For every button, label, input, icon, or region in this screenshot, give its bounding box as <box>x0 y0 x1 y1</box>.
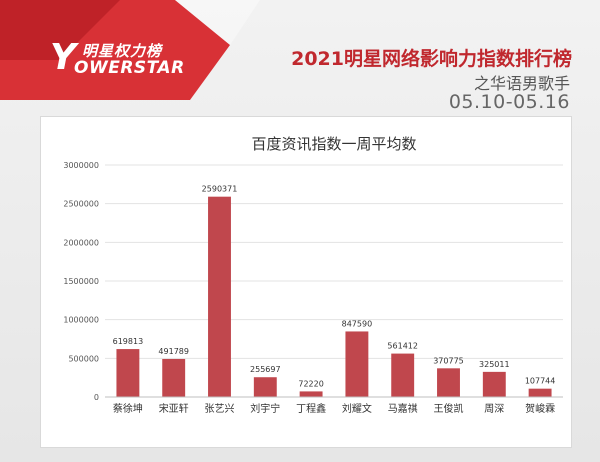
x-tick-label: 丁程鑫 <box>296 402 326 415</box>
data-label: 847590 <box>342 319 373 328</box>
y-tick-label: 0 <box>94 393 99 402</box>
brand-logo: Y 明星权力榜 OWERSTAR <box>46 38 196 84</box>
data-label: 325011 <box>479 360 510 369</box>
data-label: 561412 <box>387 342 418 351</box>
bar-3 <box>208 196 231 397</box>
x-tick-label: 贺峻霖 <box>525 402 555 415</box>
bar-4 <box>253 377 277 397</box>
x-tick-label: 周深 <box>484 403 504 415</box>
bar-chart: 百度资讯指数一周平均数 0 500000 1000000 1500000 2000000 2… <box>63 135 563 415</box>
data-label: 2590371 <box>202 185 238 194</box>
chart-card: 百度资讯指数一周平均数 0 500000 1000000 1500000 2000000 2… <box>40 116 572 448</box>
x-tick-label: 张艺兴 <box>205 403 235 415</box>
x-tick-label: 刘宇宁 <box>250 402 280 415</box>
logo-english-text: OWERSTAR <box>74 58 185 78</box>
y-tick-label: 2000000 <box>63 238 99 247</box>
bar-5 <box>299 391 323 397</box>
bar-8 <box>437 368 460 397</box>
data-label: 72220 <box>298 379 323 388</box>
y-tick-label: 3000000 <box>63 161 99 170</box>
bar-6 <box>345 331 369 397</box>
data-label: 619813 <box>113 337 144 346</box>
y-tick-label: 2500000 <box>63 200 99 209</box>
y-tick-label: 500000 <box>68 354 99 363</box>
x-tick-label: 蔡徐坤 <box>113 402 143 415</box>
data-label: 107744 <box>525 377 556 386</box>
bar-7 <box>391 353 415 397</box>
data-label: 370775 <box>433 356 464 365</box>
bar-1 <box>116 349 140 397</box>
bar-2 <box>162 358 186 397</box>
data-label: 491789 <box>158 347 189 356</box>
page-title: 2021明星网络影响力指数排行榜 <box>291 48 572 70</box>
y-tick-label: 1000000 <box>63 316 99 325</box>
x-tick-label: 宋亚轩 <box>159 402 189 415</box>
page-subtitle: 之华语男歌手 <box>473 74 570 93</box>
logo-chinese-text: 明星权力榜 <box>82 42 163 60</box>
date-range: 05.10-05.16 <box>448 91 570 113</box>
logo-mark: Y <box>50 37 77 78</box>
chart-title: 百度资讯指数一周平均数 <box>251 135 416 153</box>
y-tick-label: 1500000 <box>63 277 99 286</box>
x-tick-label: 王俊凯 <box>434 402 464 415</box>
bar-10 <box>528 388 552 397</box>
x-tick-label: 马嘉祺 <box>388 402 418 415</box>
bar-9 <box>482 371 506 397</box>
data-label: 255697 <box>250 365 281 374</box>
x-tick-label: 刘耀文 <box>342 402 372 415</box>
